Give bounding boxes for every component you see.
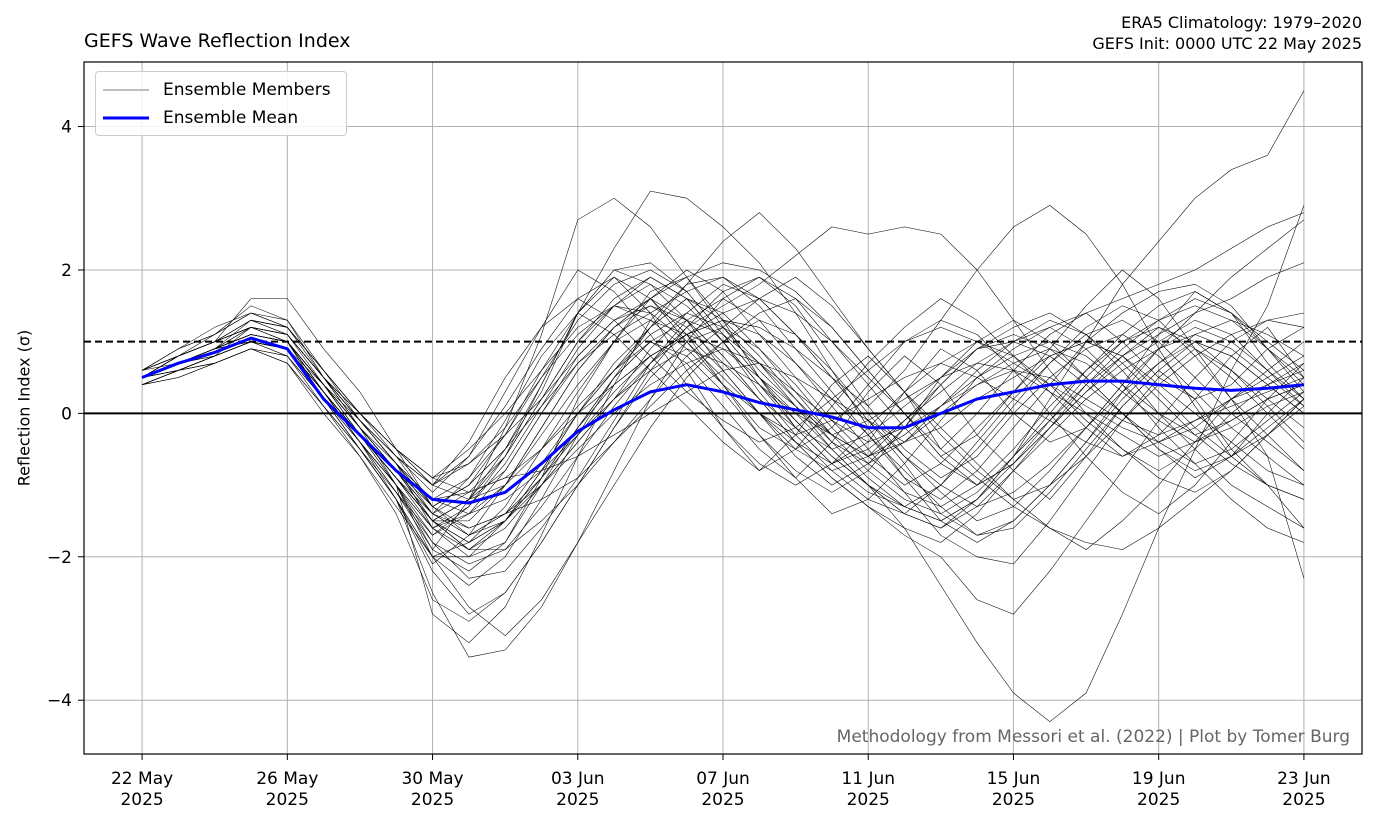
ensemble-member-line xyxy=(142,298,1304,615)
x-tick-label-date: 03 Jun xyxy=(551,769,605,789)
chart-subtitle: ERA5 Climatology: 1979–2020 GEFS Init: 0… xyxy=(1092,12,1362,54)
x-tick-label-date: 26 May xyxy=(256,769,318,789)
y-tick-label: −2 xyxy=(47,548,72,568)
chart-title: GEFS Wave Reflection Index xyxy=(84,30,351,52)
ensemble-member-line xyxy=(141,212,1304,543)
credit-text: Methodology from Messori et al. (2022) |… xyxy=(836,727,1350,747)
legend-mean-swatch xyxy=(103,116,149,120)
x-tick-label-date: 30 May xyxy=(401,769,463,789)
y-tick-label: 0 xyxy=(61,404,72,424)
legend: Ensemble Members Ensemble Mean xyxy=(95,71,347,136)
legend-members-swatch xyxy=(103,89,149,91)
climatology-label: ERA5 Climatology: 1979–2020 xyxy=(1121,13,1362,32)
x-tick-label-date: 22 May xyxy=(111,769,173,789)
x-tick-label-date: 19 Jun xyxy=(1132,769,1186,789)
ensemble-mean xyxy=(141,336,1305,505)
x-tick-label-year: 2025 xyxy=(411,790,454,810)
x-tick-label-date: 11 Jun xyxy=(841,769,895,789)
x-tick-label-year: 2025 xyxy=(701,790,744,810)
ensemble-member-line xyxy=(141,305,1305,479)
y-axis-label: Reflection Index (σ) xyxy=(14,329,34,487)
ensemble-member-line xyxy=(141,205,1305,500)
ensemble-member-line xyxy=(141,262,1305,579)
legend-item-members: Ensemble Members xyxy=(96,78,331,102)
legend-item-mean: Ensemble Mean xyxy=(96,106,298,130)
x-tick-label-year: 2025 xyxy=(1137,790,1180,810)
ensemble-mean-line xyxy=(141,336,1305,505)
y-tick-label: 4 xyxy=(61,118,72,138)
x-tick-label-year: 2025 xyxy=(556,790,599,810)
x-tick-label-year: 2025 xyxy=(1282,790,1325,810)
x-tick-label-date: 15 Jun xyxy=(987,769,1041,789)
y-tick-label: 2 xyxy=(61,261,72,281)
init-time-label: GEFS Init: 0000 UTC 22 May 2025 xyxy=(1092,34,1362,53)
grid xyxy=(84,62,1362,754)
x-tick-label-year: 2025 xyxy=(120,790,163,810)
x-tick-label-year: 2025 xyxy=(847,790,890,810)
y-tick-label: −4 xyxy=(47,691,72,711)
ensemble-members xyxy=(141,90,1305,722)
legend-members-label: Ensemble Members xyxy=(163,80,331,100)
ensemble-member-line xyxy=(141,298,1305,550)
x-tick-label-date: 07 Jun xyxy=(696,769,750,789)
x-tick-label-year: 2025 xyxy=(266,790,309,810)
legend-mean-label: Ensemble Mean xyxy=(163,108,299,128)
ensemble-member-line xyxy=(142,190,1305,543)
x-tick-label-date: 23 Jun xyxy=(1277,769,1331,789)
x-tick-label-year: 2025 xyxy=(992,790,1035,810)
